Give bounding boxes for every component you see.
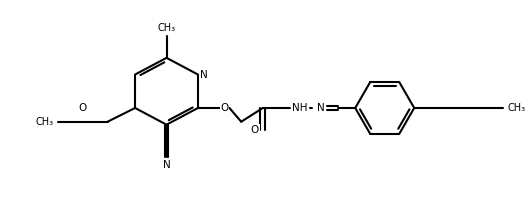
Text: N: N [200, 70, 208, 80]
Text: NH: NH [292, 103, 308, 113]
Text: O: O [251, 125, 259, 135]
Text: O: O [220, 103, 229, 113]
Text: CH₃: CH₃ [157, 23, 176, 33]
Text: N: N [317, 103, 325, 113]
Text: O: O [79, 103, 87, 113]
Text: CH₃: CH₃ [508, 103, 525, 113]
Text: N: N [163, 160, 170, 170]
Text: CH₃: CH₃ [36, 117, 54, 127]
